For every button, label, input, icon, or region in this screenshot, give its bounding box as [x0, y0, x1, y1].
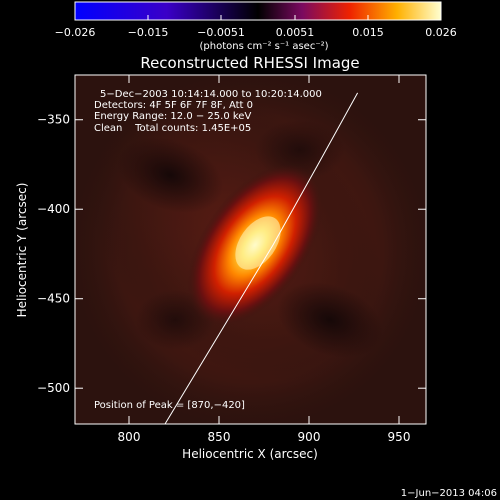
heatmap-image	[75, 75, 426, 424]
x-tick-label: 900	[298, 430, 321, 444]
energy-range-annotation: Energy Range: 12.0 − 25.0 keV	[94, 111, 251, 122]
colorbar-tick-label: −0.015	[128, 26, 169, 39]
x-axis: 800 850 900 950	[118, 75, 411, 444]
timestamp: 1−Jun−2013 04:06	[401, 488, 497, 499]
peak-position-label: Position of Peak = [870,−420]	[94, 400, 245, 411]
colorbar-tick-label: 0.0051	[276, 26, 315, 39]
x-tick-label: 800	[118, 430, 141, 444]
x-axis-label: Heliocentric X (arcsec)	[182, 447, 318, 461]
y-axis: −350 −400 −450 −500	[37, 113, 426, 395]
colorbar-tick-label: 0.026	[425, 26, 457, 39]
time-range-annotation: 5−Dec−2003 10:14:14.000 to 10:20:14.000	[100, 89, 322, 100]
colorbar-units: (photons cm⁻² s⁻¹ asec⁻²)	[199, 41, 328, 52]
colorbar-tick-label: 0.015	[352, 26, 384, 39]
x-tick-label: 950	[388, 430, 411, 444]
chart-title: Reconstructed RHESSI Image	[140, 54, 359, 72]
y-tick-label: −350	[37, 113, 70, 127]
colorbar-tick-label: −0.0051	[197, 26, 245, 39]
y-axis-label: Heliocentric Y (arcsec)	[15, 183, 29, 318]
solar-limb-line	[164, 92, 359, 424]
colorbar: −0.026 −0.015 −0.0051 0.0051 0.015 0.026…	[55, 1, 457, 52]
y-tick-label: −450	[37, 292, 70, 306]
y-tick-label: −500	[37, 381, 70, 395]
y-tick-label: −400	[37, 202, 70, 216]
colorbar-tick-label: −0.026	[55, 26, 96, 39]
colorbar-tick-marks	[74, 15, 442, 20]
clean-counts-annotation: Clean Total counts: 1.45E+05	[94, 123, 251, 134]
plot-frame	[74, 74, 427, 425]
x-tick-label: 850	[208, 430, 231, 444]
detectors-annotation: Detectors: 4F 5F 6F 7F 8F, Att 0	[94, 100, 253, 111]
colorbar-gradient	[74, 1, 442, 21]
